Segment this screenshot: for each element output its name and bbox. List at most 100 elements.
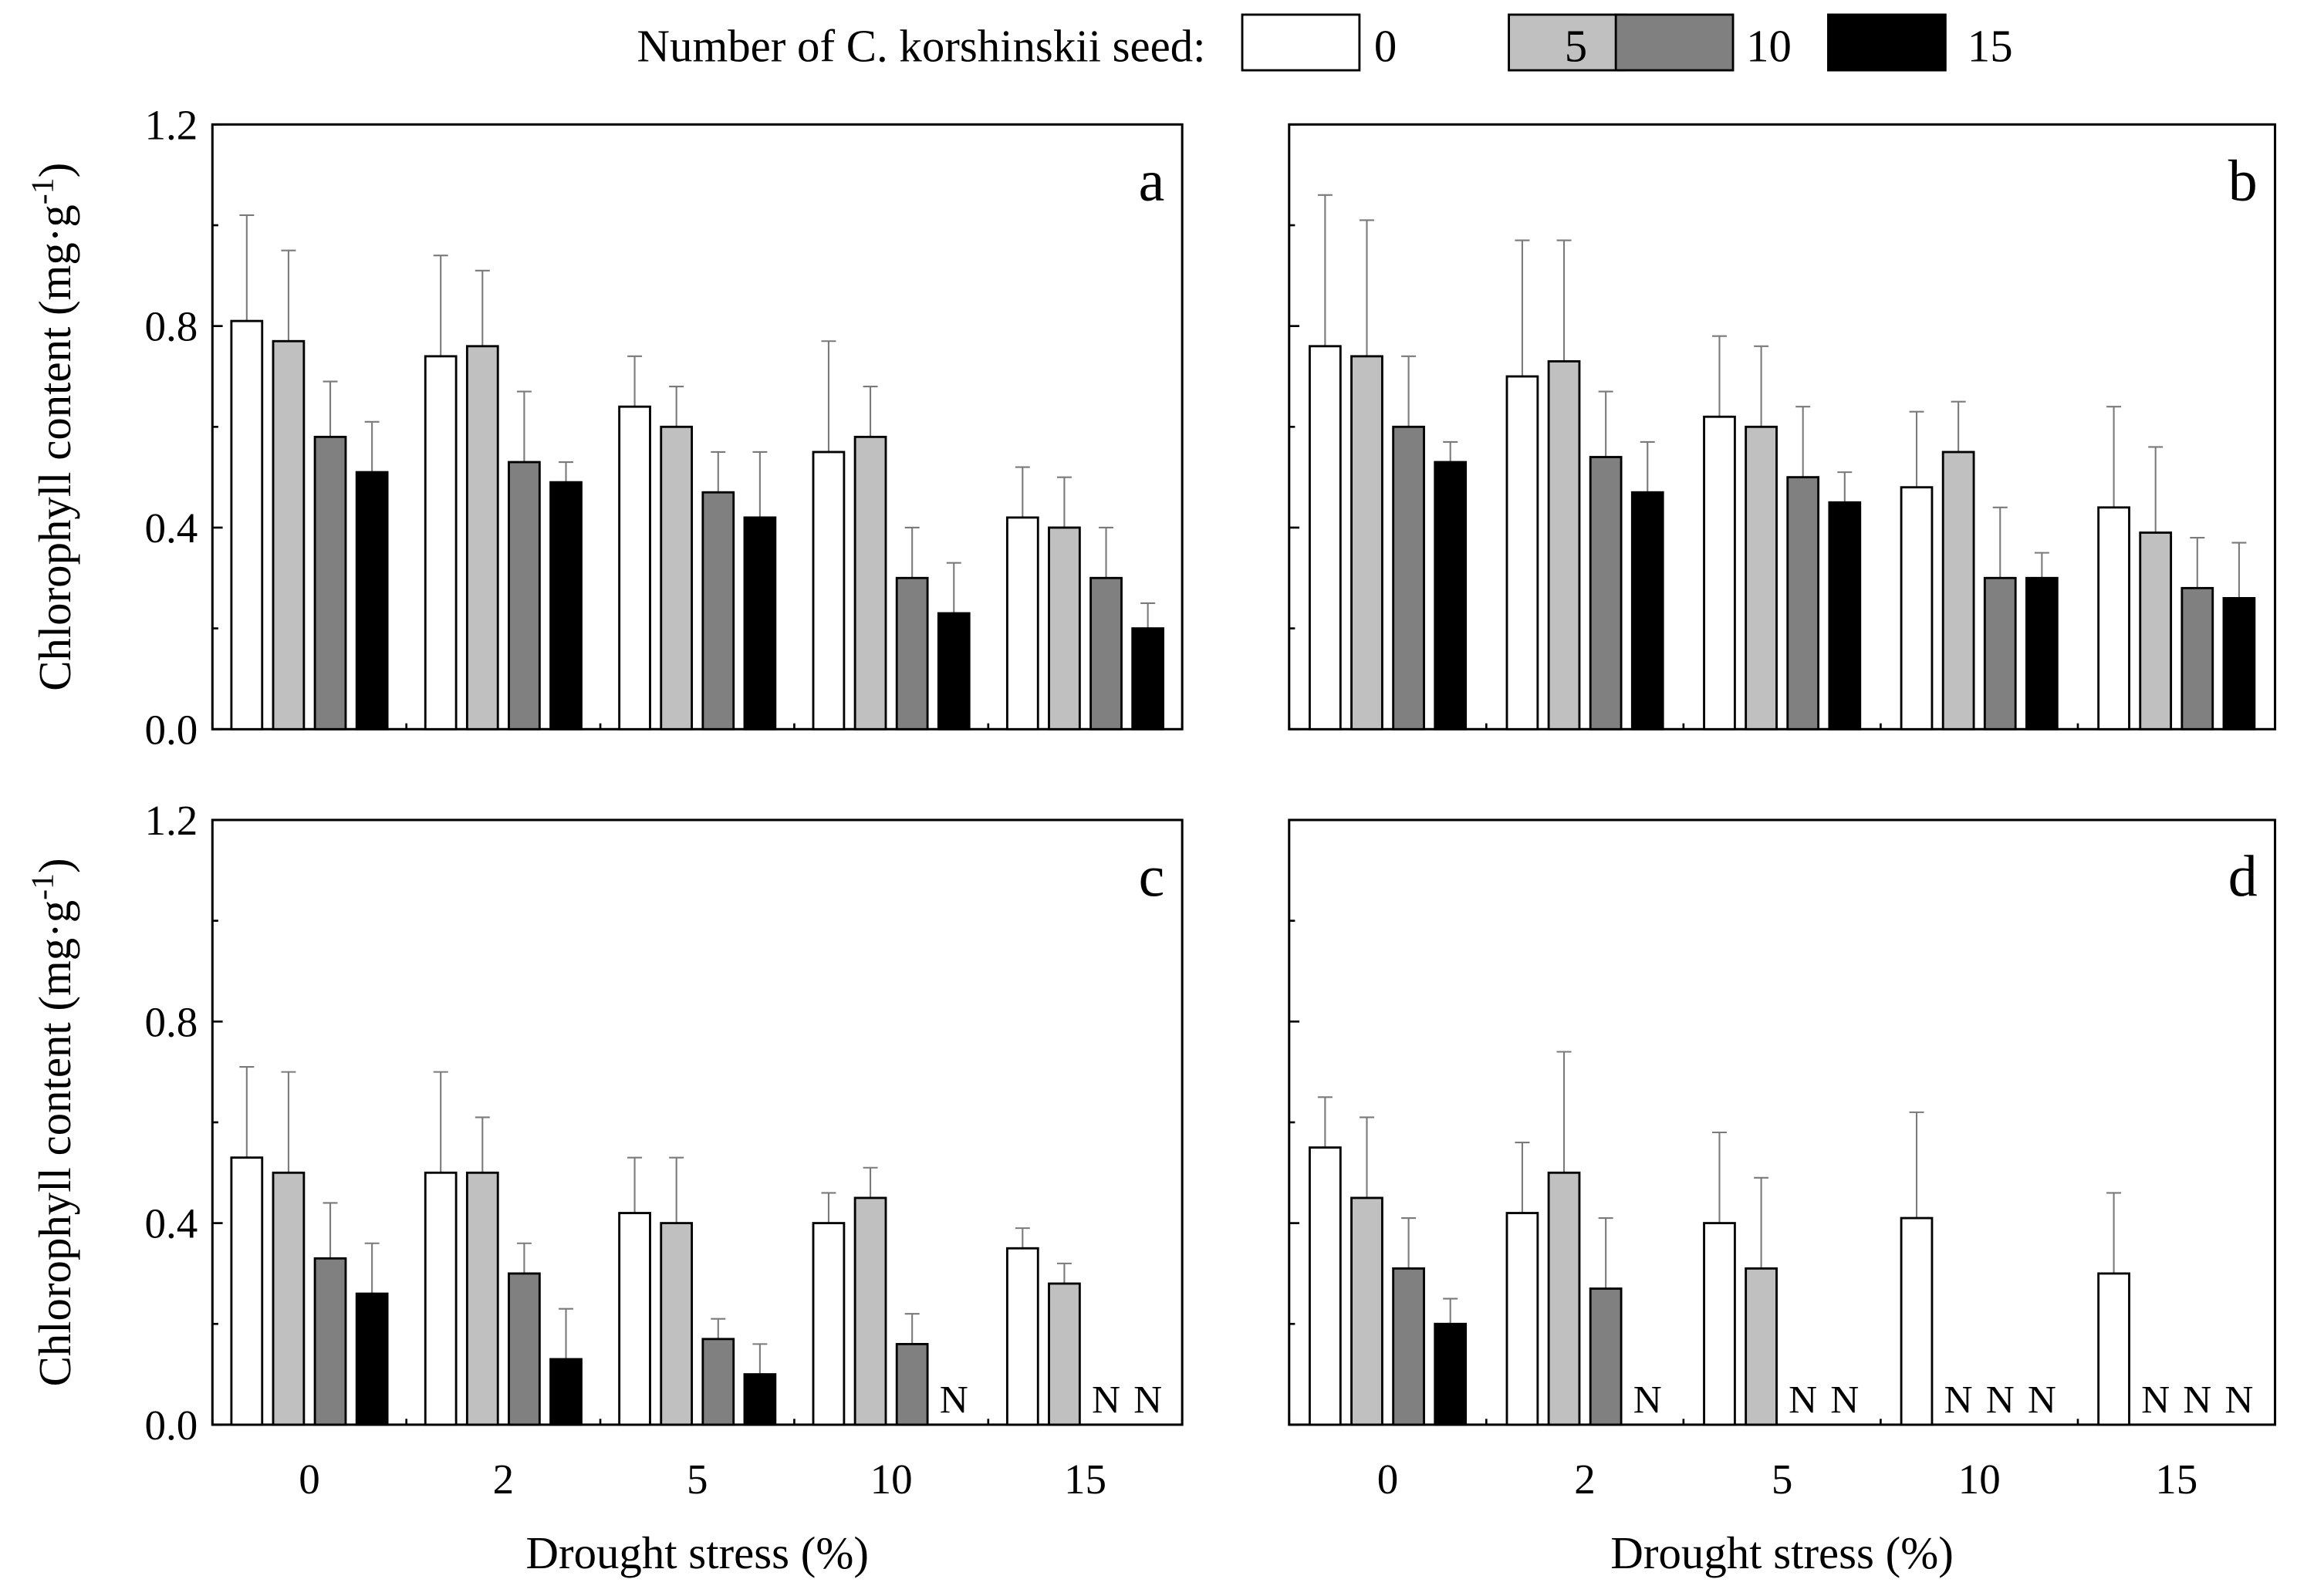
- panel-a: 0.0 0.4 0.8 1.2 Chlorophyll content (mg·g-1)…: [25, 101, 1184, 753]
- bar-b-10-seed-0: [1900, 486, 1934, 731]
- x-tick-label-10: 10: [1958, 1456, 2001, 1503]
- x-tick-label-5: 5: [687, 1456, 708, 1503]
- x-tick-label-2: 2: [1574, 1456, 1596, 1503]
- bar-a-0-seed-15: [355, 471, 389, 731]
- bar-a-0-seed-0: [230, 319, 264, 731]
- bar-a-15-seed-15: [1131, 627, 1165, 731]
- x-axis-title: Drought stress (%): [1610, 1528, 1953, 1578]
- bar-a-10-seed-15: [937, 612, 971, 731]
- bar-c-0-seed-10: [313, 1257, 347, 1426]
- bar-a-15-seed-0: [1005, 516, 1039, 731]
- bar-a-2-seed-5: [465, 345, 499, 731]
- bar-a-0-seed-10: [313, 435, 347, 731]
- bar-a-10-seed-5: [853, 435, 887, 731]
- bar-c-15-seed-0: [1005, 1247, 1039, 1426]
- legend-title: Number of C. korshinskii seed:: [637, 22, 1206, 72]
- no-data-marker: N: [1986, 1378, 2015, 1422]
- legend-label-15: 15: [1968, 22, 2013, 72]
- bar-d-2-seed-10: [1589, 1287, 1623, 1426]
- y-tick-label: 0.4: [144, 1200, 198, 1247]
- y-tick-label: 0.8: [144, 303, 198, 350]
- legend-swatch-5: [1508, 13, 1627, 72]
- bar-c-0-seed-15: [355, 1292, 389, 1426]
- bar-d-5-seed-0: [1703, 1222, 1736, 1426]
- no-data-marker: N: [1092, 1378, 1120, 1422]
- legend-swatch-15: [1827, 13, 1947, 72]
- y-tick-label: 1.2: [144, 101, 198, 148]
- bar-b-5-seed-10: [1786, 476, 1820, 731]
- no-data-marker: N: [1789, 1378, 1817, 1422]
- bar-a-5-seed-5: [660, 425, 694, 731]
- y-tick-label: 1.2: [144, 797, 198, 844]
- bar-a-5-seed-10: [701, 491, 735, 731]
- bar-b-5-seed-5: [1745, 425, 1778, 731]
- bar-b-0-seed-15: [1434, 461, 1468, 731]
- bar-c-10-seed-10: [895, 1342, 929, 1426]
- bar-b-5-seed-0: [1703, 415, 1736, 731]
- bar-c-10-seed-5: [853, 1196, 887, 1426]
- bar-d-0-seed-5: [1350, 1196, 1383, 1426]
- bar-b-10-seed-10: [1983, 576, 2017, 731]
- no-data-marker: N: [940, 1378, 968, 1422]
- panel-letter-d: d: [2228, 845, 2258, 909]
- no-data-marker: N: [2028, 1378, 2056, 1422]
- bar-d-0-seed-0: [1309, 1146, 1342, 1426]
- panel-letter-b: b: [2228, 149, 2258, 214]
- no-data-marker: N: [2183, 1378, 2211, 1422]
- legend-label-10: 10: [1746, 22, 1792, 72]
- bar-b-2-seed-5: [1547, 359, 1581, 731]
- panel-letter-c: c: [1139, 845, 1165, 909]
- bar-d-5-seed-5: [1745, 1267, 1778, 1426]
- bar-a-10-seed-10: [895, 576, 929, 731]
- bar-d-0-seed-15: [1434, 1322, 1468, 1426]
- bar-c-10-seed-0: [812, 1222, 846, 1426]
- bar-c-5-seed-0: [618, 1212, 651, 1426]
- y-tick-label: 0.0: [144, 706, 198, 753]
- no-data-marker: N: [2224, 1378, 2253, 1422]
- bar-b-10-seed-15: [2025, 576, 2059, 731]
- bar-b-2-seed-15: [1630, 491, 1664, 731]
- bar-c-15-seed-5: [1048, 1282, 1081, 1426]
- bar-b-15-seed-15: [2222, 597, 2256, 731]
- bar-a-10-seed-0: [812, 450, 846, 731]
- legend-label-5: 5: [1565, 22, 1587, 72]
- no-data-marker: N: [1830, 1378, 1859, 1422]
- no-data-marker: N: [1944, 1378, 1973, 1422]
- panel-b: b: [1288, 123, 2277, 731]
- bar-d-15-seed-0: [2097, 1272, 2130, 1426]
- legend: Number of C. korshinskii seed: 0 5 10 15: [637, 13, 2013, 72]
- x-tick-label-5: 5: [1772, 1456, 1793, 1503]
- bar-d-0-seed-10: [1392, 1267, 1425, 1426]
- bar-b-0-seed-0: [1309, 345, 1342, 731]
- bar-c-5-seed-5: [660, 1222, 694, 1426]
- bar-c-2-seed-5: [465, 1171, 499, 1426]
- bar-c-2-seed-0: [424, 1171, 458, 1426]
- bar-c-0-seed-5: [272, 1171, 306, 1426]
- bar-c-5-seed-15: [743, 1373, 777, 1426]
- bar-c-2-seed-10: [508, 1272, 541, 1426]
- legend-swatch-0: [1241, 13, 1361, 72]
- bar-b-15-seed-0: [2097, 506, 2130, 731]
- x-tick-label-2: 2: [493, 1456, 515, 1503]
- bar-a-0-seed-5: [272, 339, 306, 731]
- panel-letter-a: a: [1139, 149, 1165, 214]
- legend-swatch-10: [1614, 13, 1735, 72]
- bar-d-2-seed-5: [1547, 1171, 1581, 1426]
- y-axis-title: Chlorophyll content (mg·g-1): [25, 163, 80, 691]
- no-data-marker: N: [1133, 1378, 1162, 1422]
- bar-b-15-seed-5: [2139, 531, 2173, 731]
- panel-c: 0.0 0.4 0.8 1.2 0 2 5 10 15 Drought stress (%) Chl…: [25, 797, 1184, 1578]
- no-data-marker: N: [1633, 1378, 1662, 1422]
- x-axis-title: Drought stress (%): [526, 1528, 869, 1578]
- no-data-marker: N: [2141, 1378, 2170, 1422]
- bar-c-2-seed-15: [549, 1358, 583, 1426]
- y-tick-label: 0.4: [144, 504, 198, 552]
- x-tick-label-10: 10: [870, 1456, 913, 1503]
- bar-b-15-seed-10: [2180, 586, 2214, 731]
- bar-d-2-seed-0: [1505, 1212, 1539, 1426]
- legend-label-0: 0: [1374, 22, 1397, 72]
- bar-a-2-seed-10: [508, 461, 541, 731]
- x-tick-label-15: 15: [1064, 1456, 1106, 1503]
